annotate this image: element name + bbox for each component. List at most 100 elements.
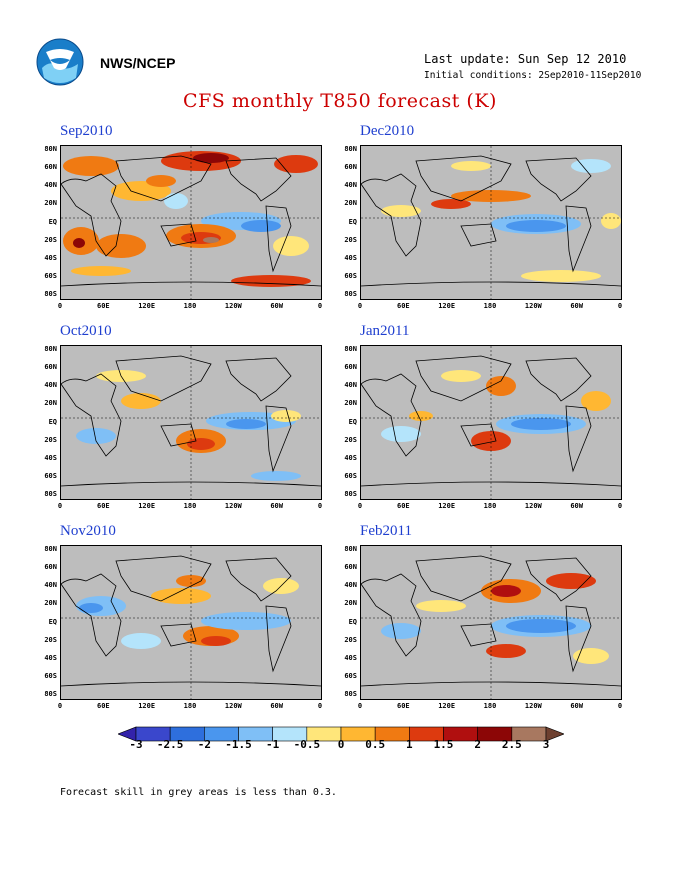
lon-tick-label: 0 — [317, 702, 323, 710]
colorbar-tick-label: 3 — [542, 738, 550, 751]
colorbar-tick-label: -1 — [266, 738, 280, 751]
lon-tick-label: 0 — [57, 502, 63, 510]
lat-tick-label: 40N — [44, 581, 57, 590]
lat-tick-label: EQ — [348, 417, 357, 426]
lon-tick-label: 180 — [183, 502, 197, 510]
anomaly-map — [361, 546, 621, 699]
lat-tick-label: 60S — [44, 471, 57, 480]
lon-tick-label: 120E — [138, 502, 156, 510]
lat-tick-label: 20N — [44, 599, 57, 608]
lon-tick-label: 120E — [438, 702, 456, 710]
lat-tick-label: 40N — [344, 581, 357, 590]
lon-tick-label: 180 — [483, 502, 497, 510]
lat-tick-label: 20S — [344, 635, 357, 644]
lon-tick-label: 0 — [357, 702, 363, 710]
lon-tick-label: 60W — [570, 302, 583, 310]
panel-title-feb2011: Feb2011 — [360, 523, 412, 539]
lon-tick-label: 120E — [438, 302, 456, 310]
lat-tick-label: 60S — [344, 271, 357, 280]
lat-tick-label: 20N — [344, 199, 357, 208]
lat-tick-label: EQ — [48, 217, 57, 226]
lat-tick-label: 40S — [344, 253, 357, 262]
lat-tick-label: EQ — [348, 217, 357, 226]
lat-tick-label: EQ — [48, 617, 57, 626]
colorbar-tick-label: -0.5 — [293, 738, 321, 751]
lon-tick-label: 0 — [357, 502, 363, 510]
lat-tick-label: 60S — [44, 671, 57, 680]
lat-tick-label: 80N — [44, 345, 57, 353]
colorbar-tick-label: -2 — [197, 738, 211, 751]
lon-tick-label: 60E — [97, 702, 110, 710]
colorbar-tick-label: 1 — [406, 738, 413, 751]
colorbar-tick-label: 0 — [337, 738, 345, 751]
lat-tick-label: 80S — [44, 490, 57, 498]
lat-tick-label: 20S — [44, 635, 57, 644]
lat-tick-label: 80N — [44, 145, 57, 153]
lon-tick-label: 120W — [524, 302, 542, 310]
lon-tick-label: 60W — [570, 702, 583, 710]
lon-tick-label: 60E — [97, 302, 110, 310]
panel-title-jan2011: Jan2011 — [360, 323, 410, 339]
footnote-text: Forecast skill in grey areas is less tha… — [60, 787, 337, 798]
lat-tick-label: 60N — [44, 563, 57, 572]
map-panel-feb2011 — [360, 545, 622, 700]
lat-tick-label: 80S — [344, 490, 357, 498]
lon-tick-label: 0 — [357, 302, 363, 310]
lon-tick-label: 120W — [224, 302, 242, 310]
colorbar-tick-label: 2.5 — [501, 738, 522, 751]
lon-tick-label: 0 — [57, 302, 63, 310]
colorbar-tick-label: 0.5 — [365, 738, 386, 751]
anomaly-map — [61, 346, 321, 499]
colorbar-tick-label: -2.5 — [156, 738, 184, 751]
lat-tick-label: 20S — [44, 435, 57, 444]
colorbar — [118, 726, 564, 742]
lat-tick-label: 60S — [344, 471, 357, 480]
colorbar-tick-label: -1.5 — [225, 738, 252, 751]
lat-tick-label: EQ — [48, 417, 57, 426]
lon-tick-label: 120E — [138, 302, 156, 310]
last-update-text: Last update: Sun Sep 12 2010 — [424, 52, 627, 66]
lon-tick-label: 60E — [397, 702, 410, 710]
lat-tick-label: 60S — [344, 671, 357, 680]
lon-tick-label: 120W — [224, 702, 242, 710]
lat-tick-label: 60N — [44, 363, 57, 372]
lon-tick-label: 60W — [270, 702, 283, 710]
lat-tick-label: 60N — [344, 363, 357, 372]
lat-tick-label: 60N — [44, 163, 57, 172]
lon-tick-label: 120E — [438, 502, 456, 510]
lat-tick-label: 20N — [44, 199, 57, 208]
lon-tick-label: 60E — [97, 502, 110, 510]
lon-tick-label: 180 — [483, 702, 497, 710]
map-panel-dec2010 — [360, 145, 622, 300]
lat-tick-label: 40S — [344, 453, 357, 462]
lat-tick-label: 40N — [44, 381, 57, 390]
lat-tick-label: 40S — [344, 653, 357, 662]
lon-tick-label: 120W — [224, 502, 242, 510]
lat-tick-label: 20N — [344, 399, 357, 408]
lat-tick-label: 40N — [344, 381, 357, 390]
lon-tick-label: 0 — [317, 302, 323, 310]
lat-tick-label: 40N — [344, 181, 357, 190]
noaa-logo-icon — [36, 38, 84, 86]
lon-tick-label: 0 — [617, 502, 623, 510]
colorbar-tick-label: 2 — [474, 738, 481, 751]
lat-tick-label: 60S — [44, 271, 57, 280]
lat-tick-label: 80S — [344, 690, 357, 698]
map-panel-sep2010 — [60, 145, 322, 300]
lon-tick-label: 120E — [138, 702, 156, 710]
colorbar-max-arrow — [545, 726, 564, 742]
anomaly-map — [361, 346, 621, 499]
lat-tick-label: 60N — [344, 563, 357, 572]
lat-tick-label: 20S — [344, 235, 357, 244]
lon-tick-label: 0 — [317, 502, 323, 510]
lat-tick-label: 80S — [344, 290, 357, 298]
lat-tick-label: 20N — [344, 599, 357, 608]
lon-tick-label: 180 — [183, 702, 197, 710]
lat-tick-label: 80N — [344, 545, 357, 553]
page-title: CFS monthly T850 forecast (K) — [183, 90, 497, 112]
lat-tick-label: 80N — [344, 345, 357, 353]
lat-tick-label: 20S — [44, 235, 57, 244]
lat-tick-label: 80S — [44, 290, 57, 298]
lon-tick-label: 120W — [524, 702, 542, 710]
lon-tick-label: 0 — [57, 702, 63, 710]
